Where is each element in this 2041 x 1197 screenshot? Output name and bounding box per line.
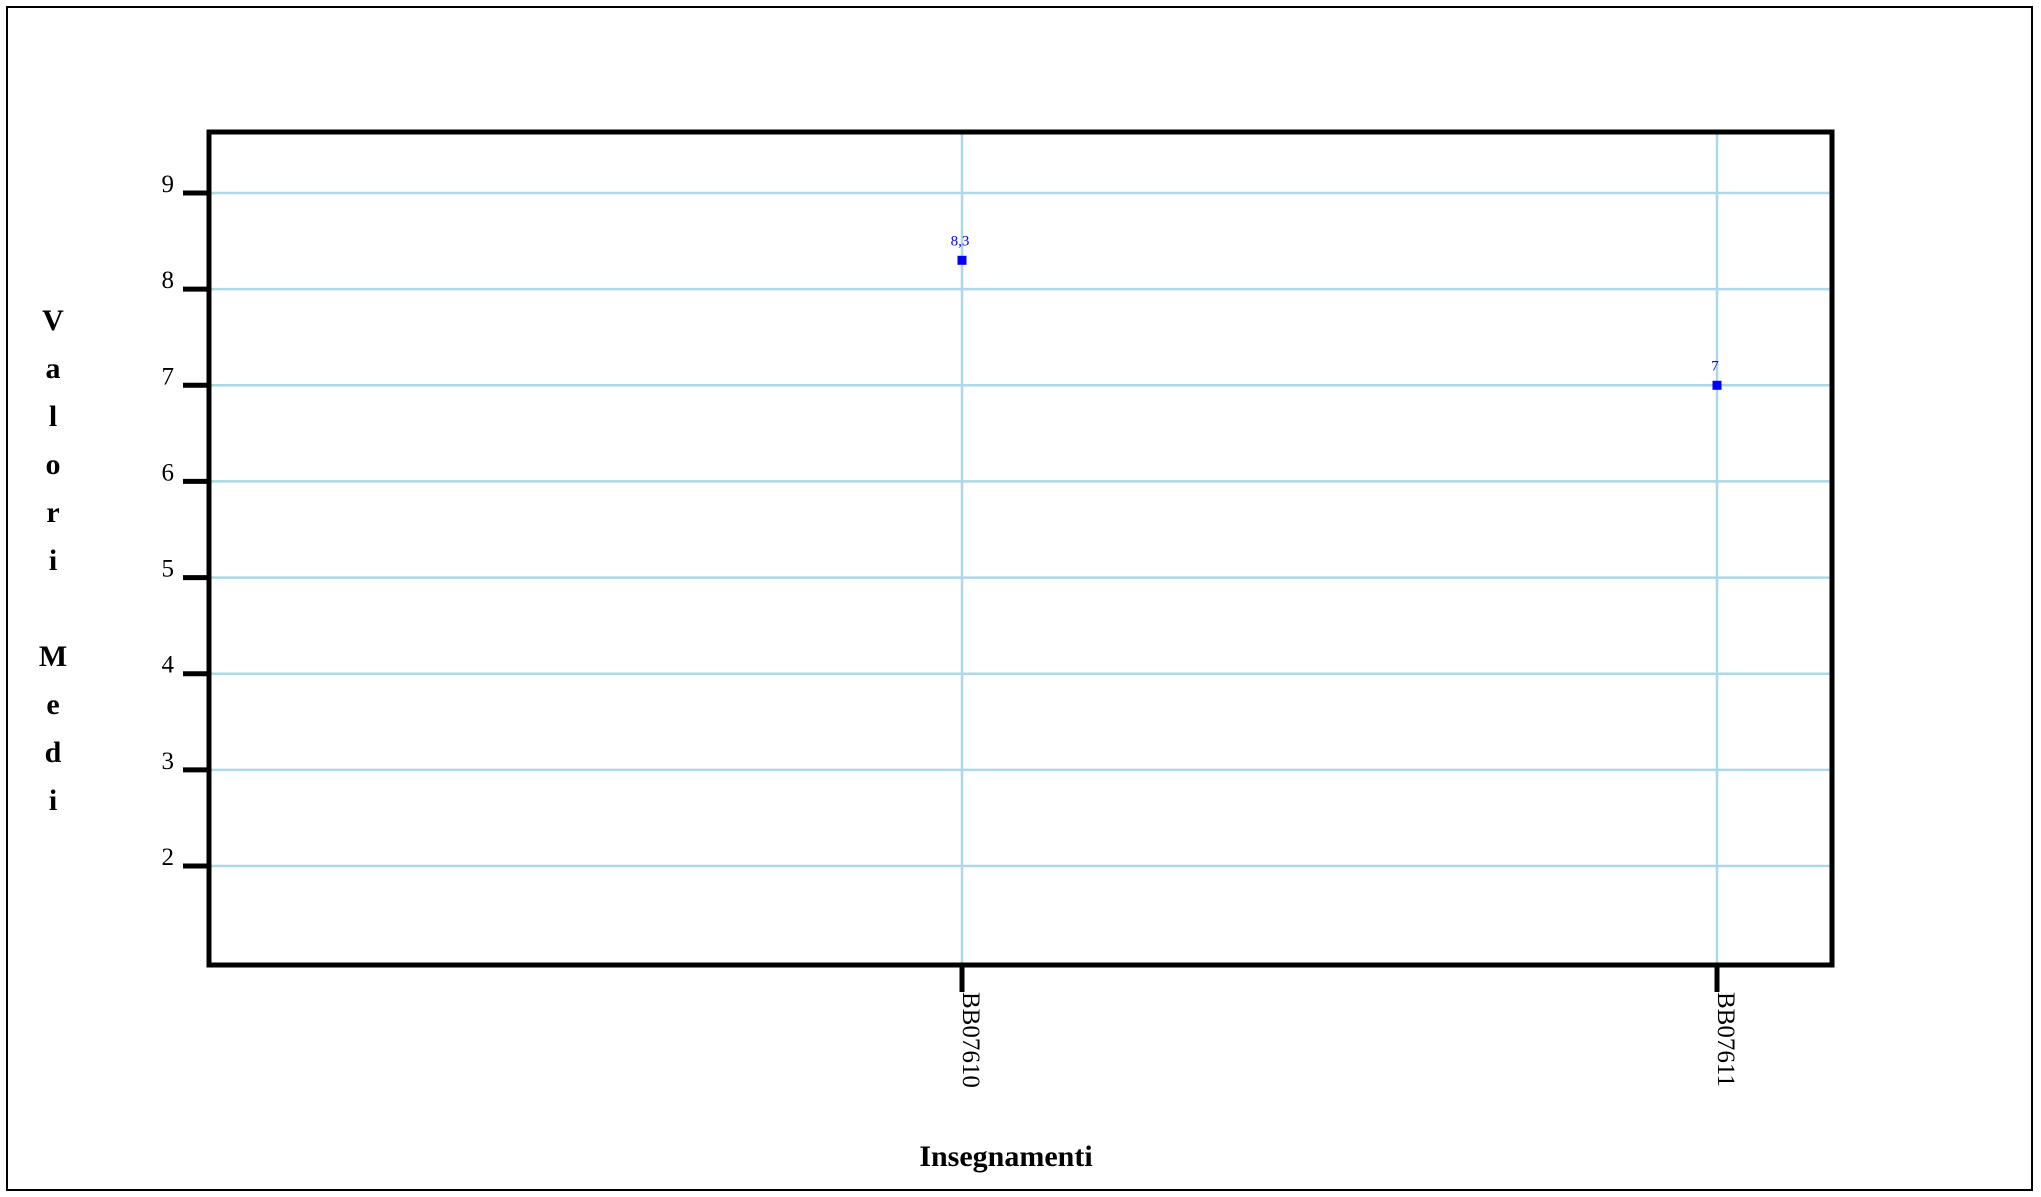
y-axis-title-char: r bbox=[46, 496, 59, 529]
y-axis-title-char: i bbox=[49, 784, 57, 817]
y-axis-title-char: M bbox=[39, 640, 67, 673]
y-axis: 2 3 4 5 6 7 8 9 bbox=[162, 171, 209, 871]
chart-frame bbox=[6, 6, 2033, 1191]
y-axis-title-char: a bbox=[46, 352, 61, 385]
plot-area bbox=[206, 129, 1835, 968]
y-tick-label: 7 bbox=[162, 363, 175, 390]
y-tick-label: 2 bbox=[162, 844, 175, 871]
y-axis-title-char: V bbox=[42, 304, 64, 337]
data-point bbox=[1712, 380, 1722, 390]
x-axis: BB07610 BB07611 bbox=[957, 965, 1739, 1088]
y-tick-label: 3 bbox=[162, 748, 175, 775]
data-series: 8,37 bbox=[951, 233, 1722, 390]
y-axis-title-char: l bbox=[49, 400, 57, 433]
data-label: 8,3 bbox=[951, 233, 970, 249]
y-axis-title-char: d bbox=[45, 736, 62, 769]
y-tick-label: 8 bbox=[162, 267, 175, 294]
x-axis-title: Insegnamenti bbox=[919, 1140, 1092, 1173]
y-tick-label: 5 bbox=[162, 556, 175, 583]
y-axis-title-char: o bbox=[46, 448, 61, 481]
grid bbox=[209, 132, 1832, 965]
data-label: 7 bbox=[1711, 358, 1719, 374]
x-tick-label: BB07611 bbox=[1712, 992, 1739, 1087]
y-tick-label: 9 bbox=[162, 171, 175, 198]
y-axis-title-char: i bbox=[49, 544, 57, 577]
y-axis-title-char: e bbox=[46, 688, 59, 721]
y-tick-label: 6 bbox=[162, 459, 175, 486]
x-tick-label: BB07610 bbox=[957, 992, 984, 1088]
data-point bbox=[957, 255, 967, 265]
y-tick-label: 4 bbox=[162, 652, 175, 679]
